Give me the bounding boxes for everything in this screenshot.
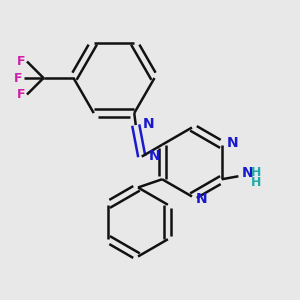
Text: N: N xyxy=(196,192,207,206)
Text: N: N xyxy=(242,166,253,180)
Text: N: N xyxy=(226,136,238,150)
Text: N: N xyxy=(142,118,154,131)
Text: F: F xyxy=(14,71,22,85)
Text: F: F xyxy=(17,55,26,68)
Text: N: N xyxy=(148,149,160,163)
Text: F: F xyxy=(17,88,26,101)
Text: H: H xyxy=(251,176,261,189)
Text: H: H xyxy=(251,166,261,179)
